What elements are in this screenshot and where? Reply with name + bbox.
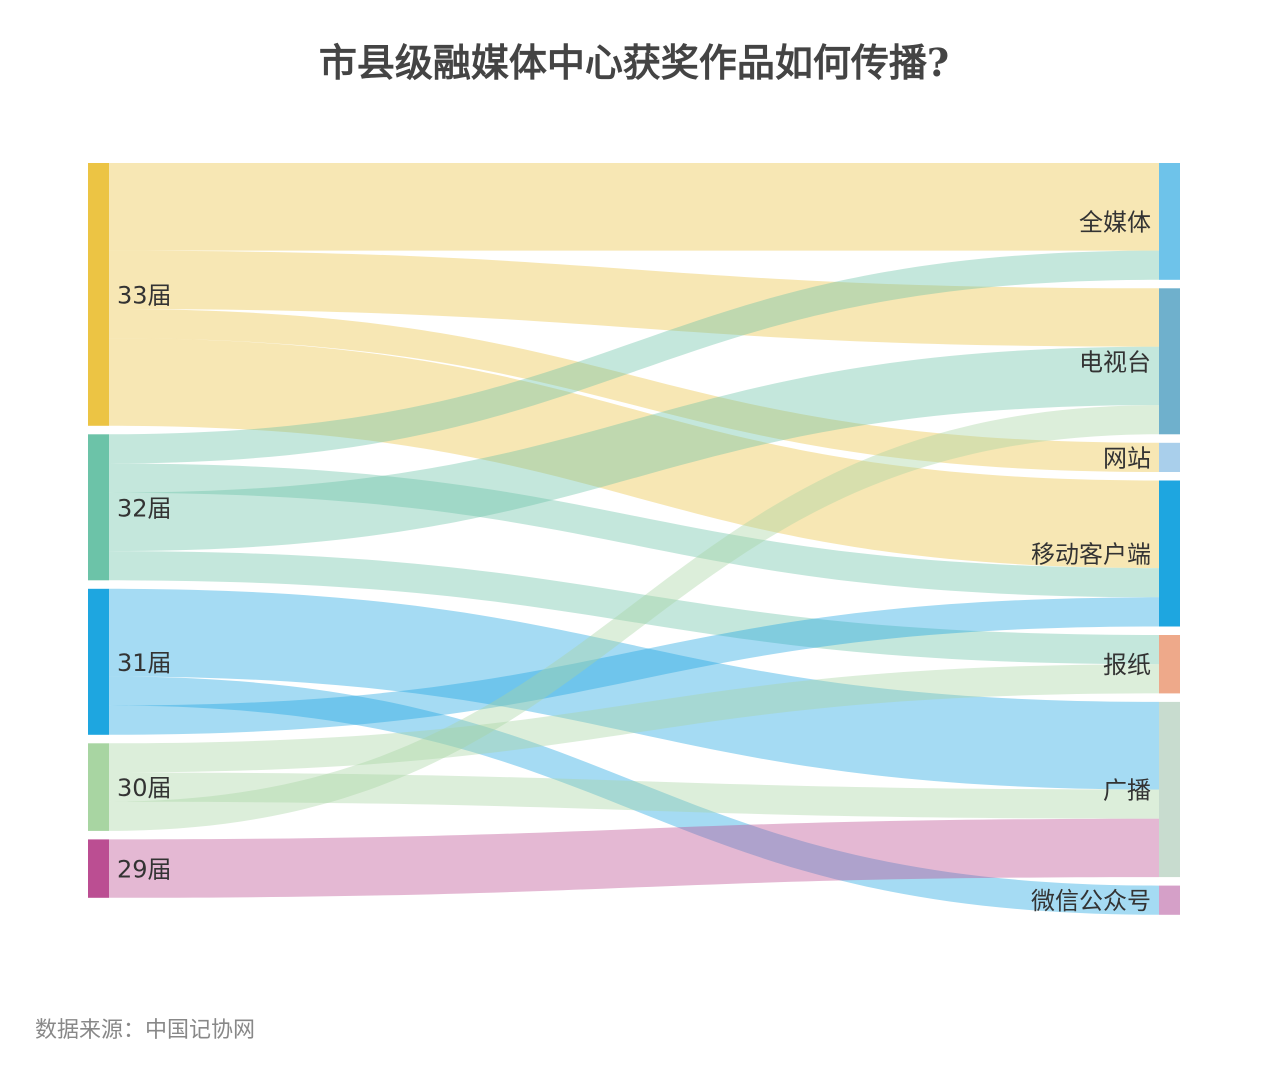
target-node-label: 广播 [1103, 777, 1151, 805]
sankey-link [109, 250, 1159, 347]
source-node-label: 30届 [117, 774, 172, 802]
target-node-label: 全媒体 [1079, 208, 1151, 236]
sankey-link [109, 818, 1159, 898]
sankey-link [109, 772, 1159, 819]
source-node [88, 434, 109, 581]
sankey-link [109, 597, 1159, 735]
target-node-label: 微信公众号 [1031, 887, 1151, 915]
sankey-link [109, 676, 1159, 915]
sankey-link [109, 664, 1159, 773]
target-node [1159, 885, 1180, 915]
sankey-link [109, 250, 1159, 464]
target-node-label: 网站 [1103, 444, 1151, 472]
sankey-link [109, 405, 1159, 831]
target-node [1159, 442, 1180, 472]
target-node [1159, 635, 1180, 694]
source-node [88, 839, 109, 898]
chart-title: 市县级融媒体中心获奖作品如何传播? [318, 40, 950, 85]
source-note: 数据来源：中国记协网 [35, 1018, 256, 1043]
source-node [88, 588, 109, 735]
target-node [1159, 701, 1180, 878]
source-node [88, 743, 109, 831]
target-node [1159, 163, 1180, 280]
sankey-link [109, 346, 1159, 552]
sankey-link [109, 309, 1159, 472]
sankey-link [109, 338, 1159, 569]
sankey-link [109, 463, 1159, 598]
links [109, 163, 1159, 915]
source-node-label: 31届 [117, 649, 172, 677]
source-node [88, 163, 109, 426]
source-node-label: 29届 [117, 856, 172, 884]
source-node-label: 32届 [117, 494, 172, 522]
sankey-link [109, 588, 1159, 790]
source-node-label: 33届 [117, 281, 172, 309]
target-node [1159, 480, 1180, 627]
target-node-label: 报纸 [1103, 651, 1151, 679]
target-node [1159, 288, 1180, 435]
target-node-label: 移动客户端 [1031, 541, 1151, 569]
sankey-link [109, 163, 1159, 251]
sankey-link [109, 551, 1159, 665]
target-node-label: 电视台 [1079, 348, 1151, 376]
